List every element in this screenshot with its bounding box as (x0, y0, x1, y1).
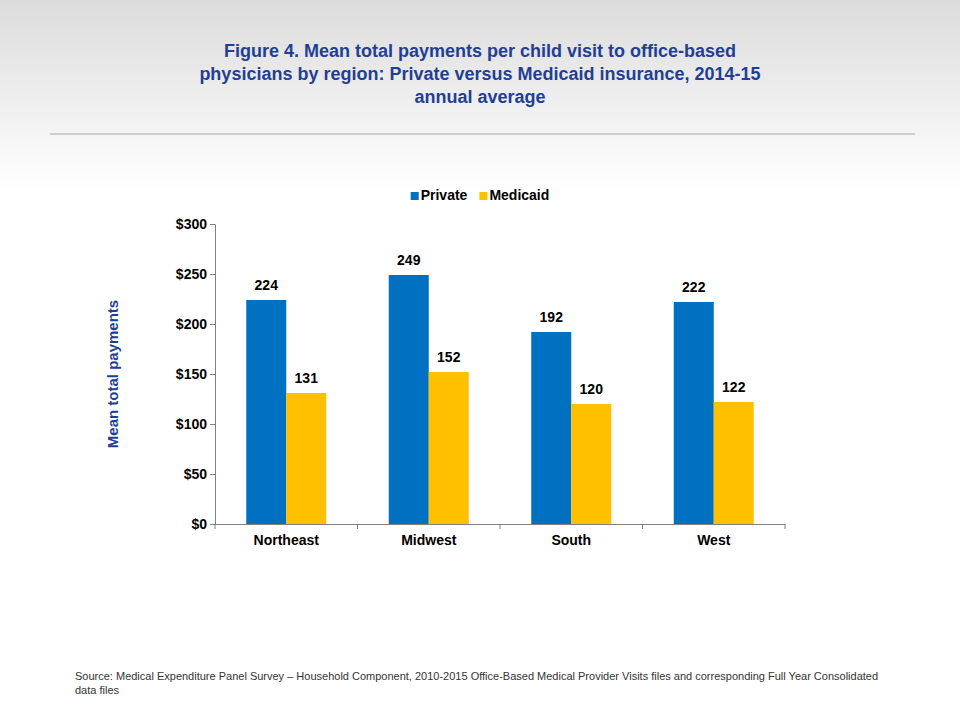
bar (246, 300, 286, 524)
y-tick-label: $50 (184, 466, 208, 482)
y-tick-mark (210, 274, 215, 275)
text-line: Figure 4. Mean total payments per child … (224, 41, 736, 61)
x-tick: Northeast (254, 524, 320, 548)
y-axis-line (215, 225, 216, 525)
data-label: 131 (295, 370, 319, 386)
data-label: 224 (255, 277, 279, 293)
y-tick-mark (210, 324, 215, 325)
text-line: Source: Medical Expenditure Panel Survey… (75, 670, 878, 682)
x-tick-label: Midwest (401, 532, 457, 548)
x-axis: Northeast Midwest South West (216, 524, 786, 548)
legend-label: Private (421, 187, 468, 203)
bar (714, 402, 754, 524)
bar (429, 372, 469, 524)
bar (571, 404, 611, 524)
bar (389, 275, 429, 524)
x-tick: Midwest (401, 524, 457, 548)
y-tick: $0 (191, 516, 215, 532)
x-band-separator (357, 524, 358, 529)
data-label: 152 (437, 349, 461, 365)
data-labels: 224 249 192 222 131 152 120 122 (255, 252, 746, 397)
y-tick-mark (210, 524, 215, 525)
header-background (0, 0, 960, 190)
y-tick-mark (210, 474, 215, 475)
text-line: physicians by region: Private versus Med… (199, 64, 760, 84)
y-tick: $300 (176, 216, 215, 232)
y-tick-label: $150 (176, 366, 207, 382)
title: Figure 4. Mean total payments per child … (199, 41, 760, 107)
data-label: 222 (682, 279, 706, 295)
bars (246, 275, 754, 524)
legend-label: Medicaid (489, 187, 549, 203)
x-tick-label: Northeast (254, 532, 320, 548)
bar (286, 393, 326, 524)
x-tick: South (551, 524, 591, 548)
y-tick-mark (210, 374, 215, 375)
bar (674, 302, 714, 524)
y-tick-label: $200 (176, 316, 207, 332)
y-tick-label: $0 (191, 516, 207, 532)
y-tick-label: $100 (176, 416, 207, 432)
x-band-separator (500, 524, 501, 529)
text-line: annual average (414, 87, 545, 107)
y-tick-label: $250 (176, 266, 207, 282)
legend-item: Medicaid (479, 187, 549, 203)
y-tick-mark (210, 224, 215, 225)
data-label: 249 (397, 252, 421, 268)
legend: Private Medicaid (411, 187, 550, 203)
y-axis: $0 $50 $100 $150 $200 $250 $300 (176, 216, 216, 532)
y-tick-mark (210, 424, 215, 425)
x-tick-label: West (697, 532, 731, 548)
text-line: data files (75, 684, 120, 696)
y-tick: $150 (176, 366, 215, 382)
x-band-separator (215, 524, 216, 529)
data-label: 122 (722, 379, 746, 395)
chart: Figure 4. Mean total payments per child … (0, 0, 960, 720)
x-tick-label: South (551, 532, 591, 548)
y-tick: $250 (176, 266, 215, 282)
x-band-separator (785, 524, 786, 529)
source-note: Source: Medical Expenditure Panel Survey… (75, 670, 878, 696)
data-label: 120 (580, 381, 604, 397)
legend-swatch (411, 192, 419, 200)
y-tick: $100 (176, 416, 215, 432)
y-tick: $50 (184, 466, 215, 482)
x-tick: West (697, 524, 731, 548)
y-tick: $200 (176, 316, 215, 332)
x-band-separator (642, 524, 643, 529)
legend-item: Private (411, 187, 468, 203)
data-label: 192 (540, 309, 564, 325)
bar (531, 332, 571, 524)
y-axis-title: Mean total payments (104, 300, 121, 448)
header-rule (50, 134, 915, 135)
y-tick-label: $300 (176, 216, 207, 232)
legend-swatch (479, 192, 487, 200)
